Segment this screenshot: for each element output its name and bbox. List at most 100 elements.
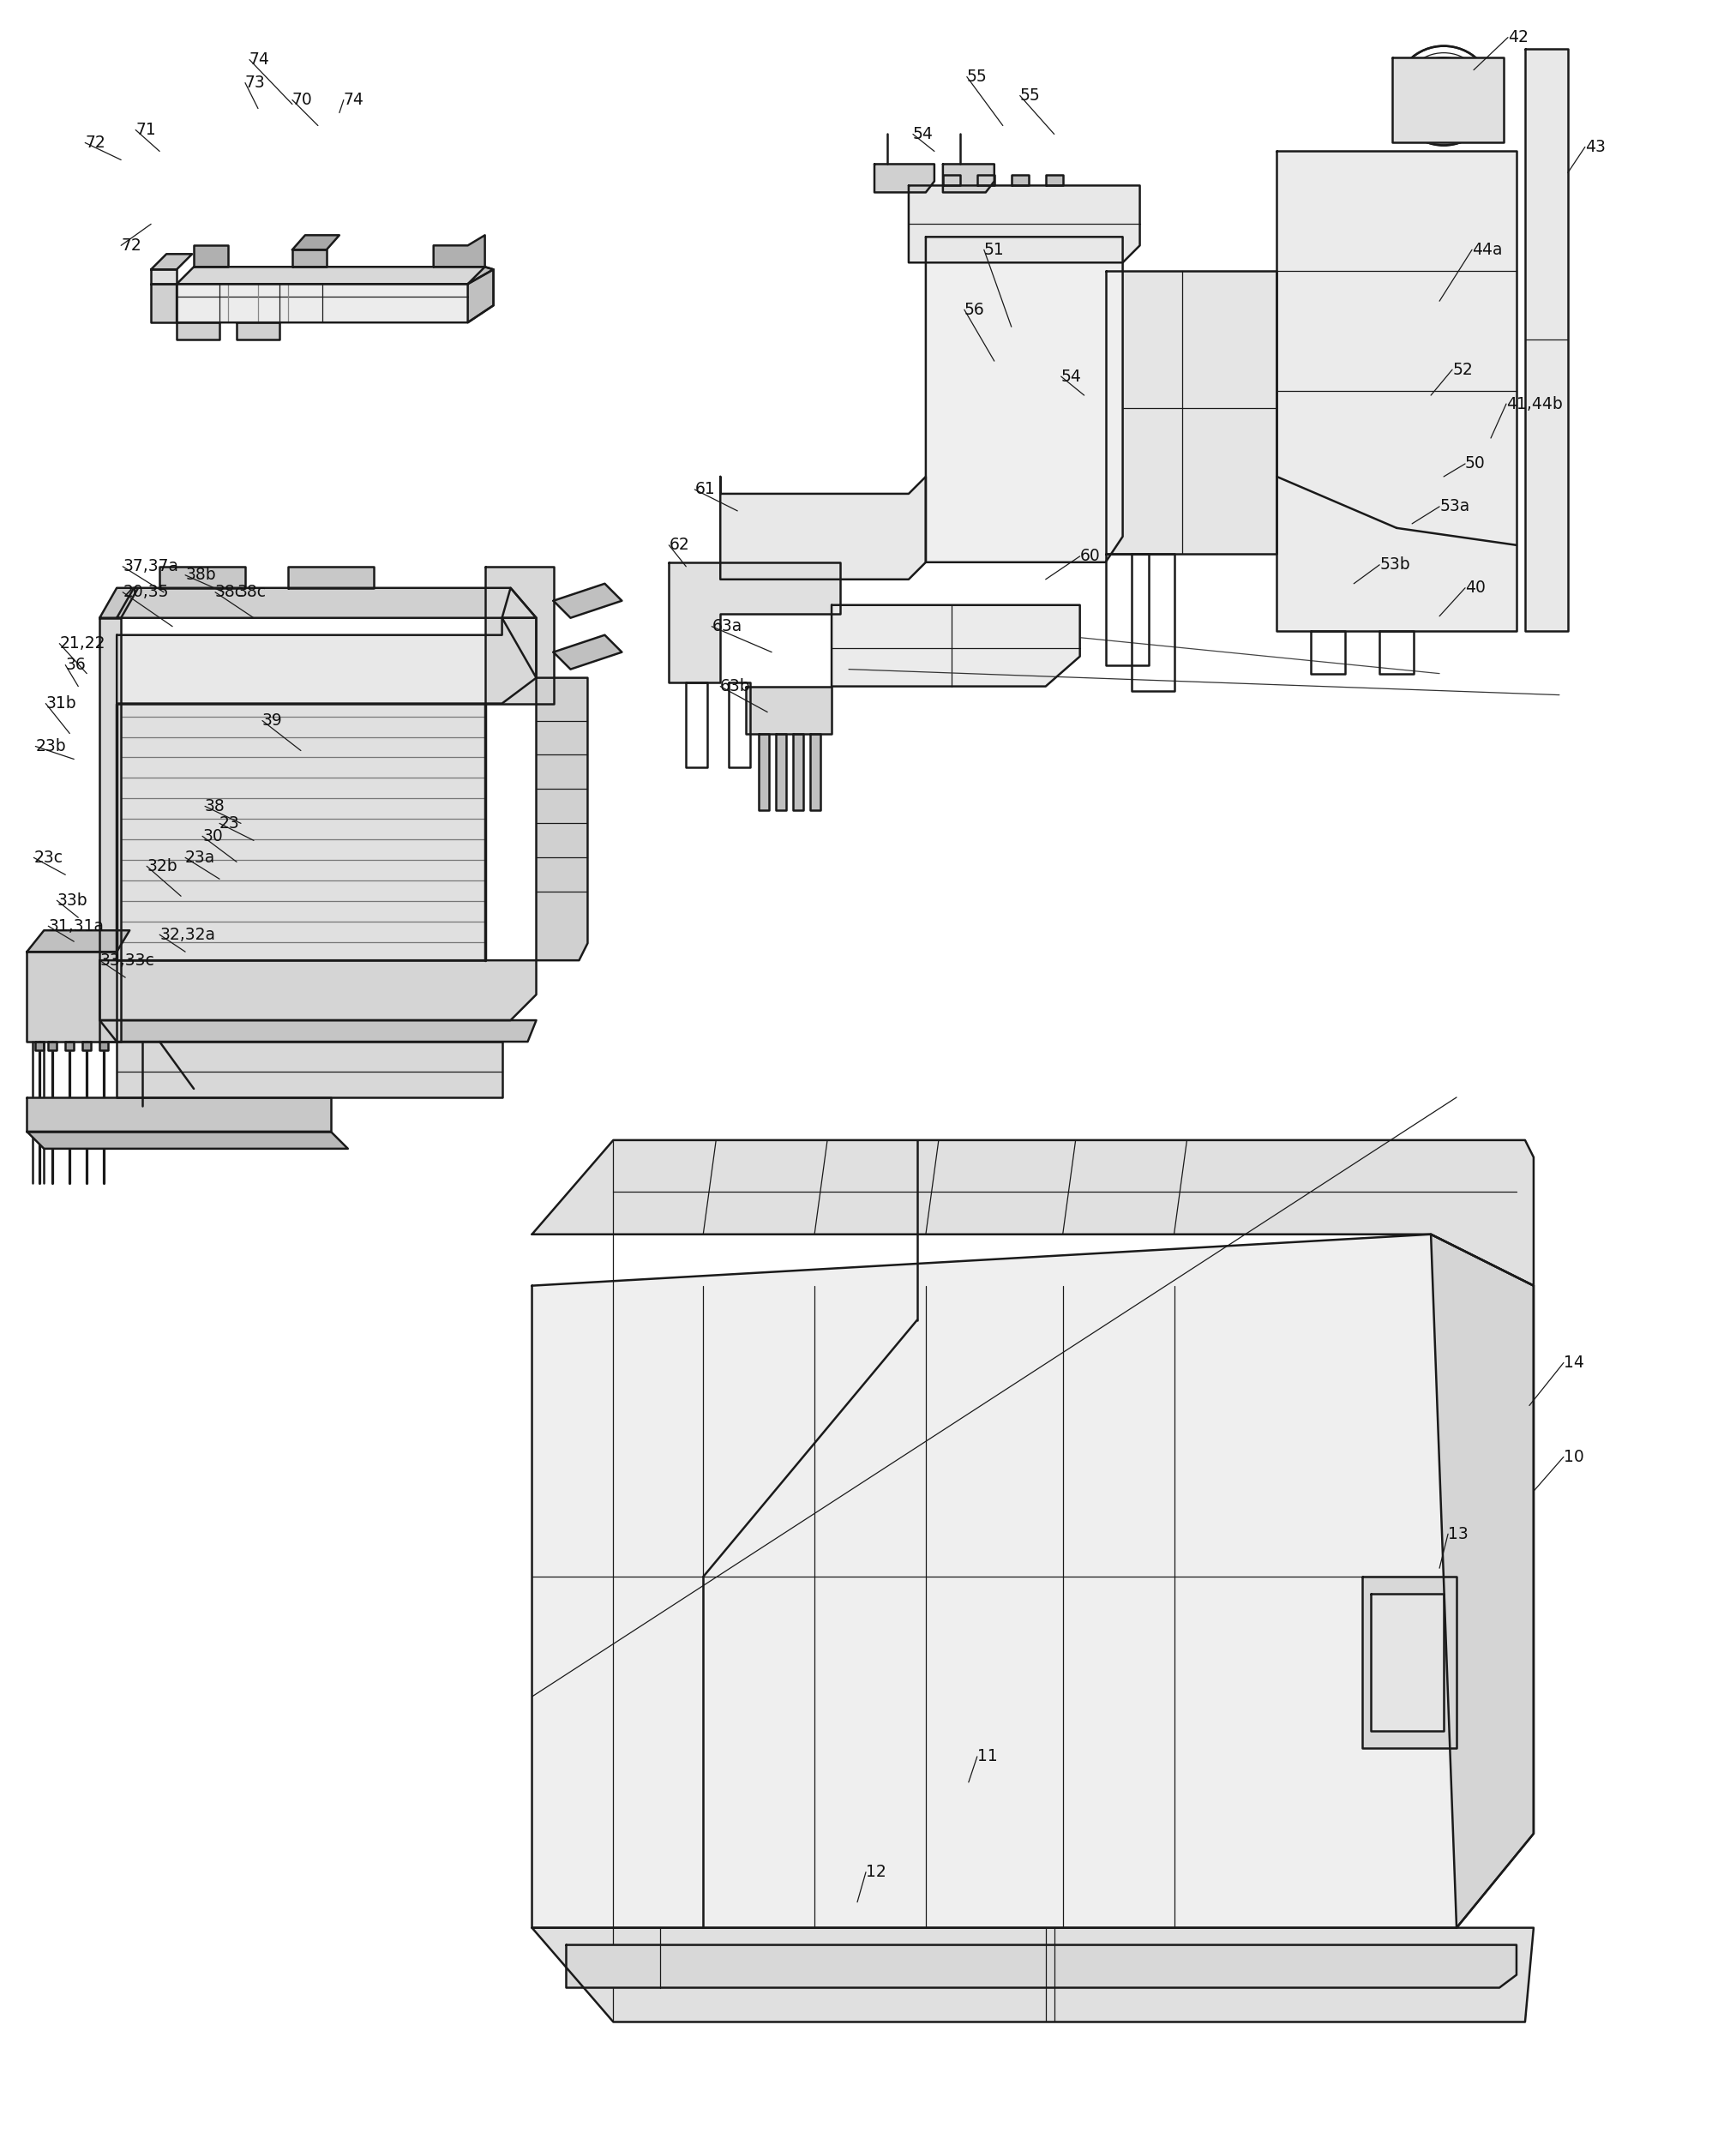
Text: 70: 70	[292, 92, 312, 109]
Polygon shape	[177, 269, 493, 322]
Polygon shape	[236, 322, 279, 339]
Polygon shape	[875, 164, 934, 192]
Polygon shape	[531, 1928, 1533, 2022]
Text: 13: 13	[1448, 1525, 1469, 1542]
Text: 54: 54	[913, 126, 934, 143]
Polygon shape	[292, 235, 339, 250]
Polygon shape	[832, 606, 1080, 687]
Polygon shape	[99, 1041, 108, 1049]
Text: 38b: 38b	[186, 567, 215, 582]
Polygon shape	[776, 734, 786, 811]
Text: 33,33c: 33,33c	[99, 951, 155, 968]
Circle shape	[778, 495, 842, 561]
Text: 62: 62	[668, 538, 689, 552]
Text: 55: 55	[1021, 87, 1040, 105]
Text: 53b: 53b	[1380, 557, 1410, 574]
Polygon shape	[160, 567, 245, 589]
Polygon shape	[554, 636, 621, 670]
Polygon shape	[116, 619, 536, 704]
Text: 31b: 31b	[45, 695, 76, 712]
Polygon shape	[1371, 1593, 1444, 1730]
Text: 51: 51	[984, 241, 1005, 258]
Polygon shape	[26, 930, 130, 951]
Polygon shape	[49, 1041, 57, 1049]
Polygon shape	[531, 1141, 1533, 1286]
Circle shape	[337, 277, 375, 314]
Polygon shape	[434, 235, 484, 267]
Text: 23b: 23b	[35, 738, 66, 755]
Polygon shape	[484, 567, 554, 704]
Text: 50: 50	[1465, 456, 1486, 471]
Polygon shape	[467, 267, 493, 322]
Text: 23c: 23c	[33, 849, 62, 866]
Polygon shape	[66, 1041, 75, 1049]
Polygon shape	[99, 960, 536, 1020]
Text: 21,22: 21,22	[59, 636, 106, 653]
Polygon shape	[531, 1235, 1533, 1928]
Circle shape	[785, 501, 837, 555]
Text: 53a: 53a	[1439, 499, 1470, 514]
Text: 31,31a: 31,31a	[49, 917, 104, 934]
Polygon shape	[908, 186, 1141, 262]
Text: 20,35: 20,35	[123, 584, 168, 599]
Polygon shape	[566, 1945, 1517, 1988]
Ellipse shape	[972, 343, 1076, 471]
Text: 10: 10	[1564, 1448, 1583, 1465]
Text: 38: 38	[205, 798, 226, 815]
Polygon shape	[1276, 151, 1517, 631]
Text: 72: 72	[85, 134, 106, 151]
Text: 39: 39	[262, 712, 283, 729]
Polygon shape	[116, 589, 536, 619]
Polygon shape	[925, 237, 1123, 563]
Text: 36: 36	[66, 657, 85, 674]
Text: 33b: 33b	[57, 892, 87, 909]
Polygon shape	[177, 267, 493, 284]
Polygon shape	[977, 175, 995, 186]
Text: 55: 55	[967, 68, 988, 85]
Text: 44a: 44a	[1472, 241, 1502, 258]
Text: 38c: 38c	[215, 584, 245, 599]
Text: 41,44b: 41,44b	[1507, 397, 1562, 412]
Text: 71: 71	[135, 122, 156, 139]
Polygon shape	[26, 1133, 347, 1150]
Polygon shape	[99, 619, 122, 1041]
Polygon shape	[26, 951, 116, 1041]
Polygon shape	[554, 584, 621, 619]
Text: 60: 60	[1080, 548, 1101, 565]
Text: 63a: 63a	[712, 619, 741, 636]
Polygon shape	[536, 678, 587, 960]
Polygon shape	[116, 704, 484, 960]
Polygon shape	[943, 164, 995, 192]
Text: 72: 72	[122, 237, 141, 254]
Text: 74: 74	[344, 92, 365, 109]
Polygon shape	[1524, 49, 1568, 631]
Text: 63b: 63b	[720, 678, 752, 695]
Polygon shape	[116, 1041, 502, 1096]
Polygon shape	[1392, 58, 1503, 143]
Text: 11: 11	[977, 1749, 998, 1764]
Polygon shape	[177, 322, 219, 339]
Polygon shape	[1045, 175, 1062, 186]
Polygon shape	[288, 567, 373, 589]
Polygon shape	[1012, 175, 1028, 186]
Polygon shape	[83, 1041, 90, 1049]
Polygon shape	[746, 687, 832, 734]
Text: 32b: 32b	[148, 857, 177, 875]
Polygon shape	[720, 476, 925, 580]
Polygon shape	[1363, 1576, 1457, 1747]
Text: 56: 56	[963, 301, 984, 318]
Polygon shape	[793, 734, 804, 811]
Polygon shape	[668, 563, 840, 683]
Polygon shape	[502, 589, 536, 678]
Polygon shape	[99, 589, 139, 619]
Text: 73: 73	[245, 75, 266, 92]
Polygon shape	[1106, 271, 1276, 555]
Text: 12: 12	[866, 1864, 885, 1881]
Text: 61: 61	[694, 482, 715, 497]
Text: 38c: 38c	[238, 584, 267, 599]
Polygon shape	[151, 269, 177, 284]
Text: 42: 42	[1509, 30, 1528, 45]
Text: 23a: 23a	[186, 849, 215, 866]
Text: 52: 52	[1453, 360, 1472, 378]
Text: 54: 54	[1061, 369, 1082, 384]
